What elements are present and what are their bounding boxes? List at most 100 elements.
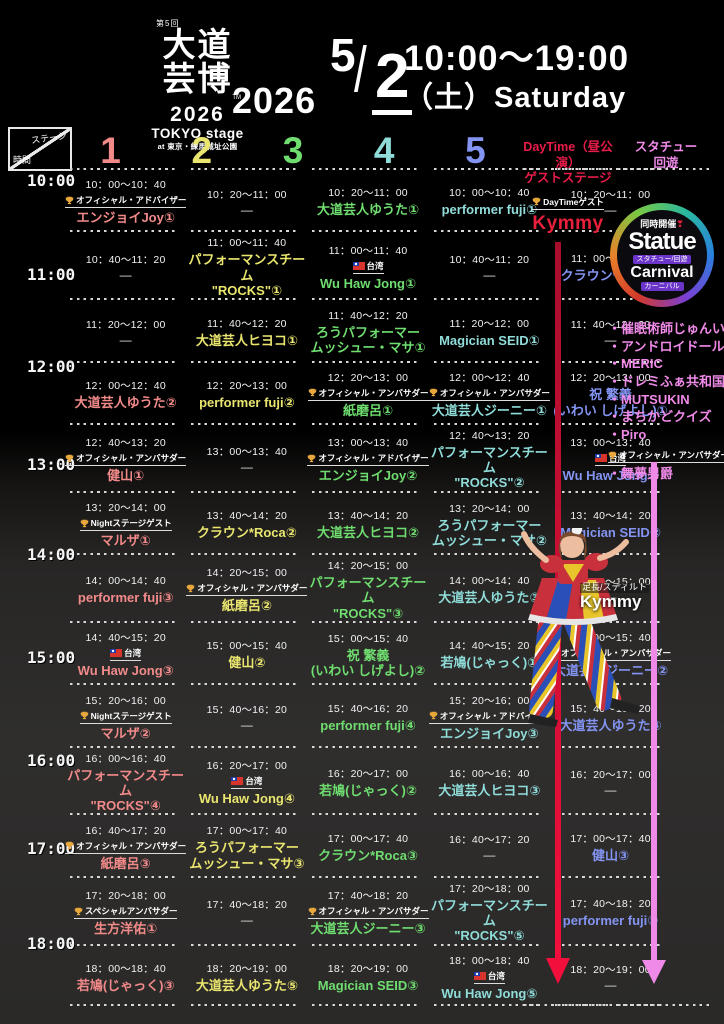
statue-performer: ・催眠術師じゅんいち	[608, 321, 724, 336]
performer-name: 紙磨呂①	[343, 402, 394, 418]
kymmy-name: Kymmy	[580, 591, 642, 611]
badge-label: オフィシャル・アンバサダー	[197, 583, 308, 594]
performer-name: performer fuji②	[199, 394, 295, 410]
stage-header-1: 1	[100, 130, 121, 171]
schedule-cell: 16：20～17：00 若鳩(じゃっく)②	[307, 745, 428, 814]
performer-badge-taiwan: 台湾	[231, 775, 263, 789]
stage-headers: 1 2 3 4 5	[65, 132, 521, 169]
empty-slot-dash: —	[604, 332, 617, 347]
performer-badge-taiwan: 台湾	[595, 452, 627, 467]
slot-time: 13：00～13：40	[206, 446, 288, 459]
performer-name: 大道芸人ゆうた③	[438, 590, 541, 606]
slot-time: 16：40～17：20	[449, 834, 530, 847]
performer-name: 紙磨呂②	[221, 598, 272, 614]
statue-performer: ・舞夢男爵	[608, 465, 674, 481]
empty-slot-dash: —	[604, 978, 617, 993]
schedule-cell: 13：40～14：20 Magician SEID②	[550, 490, 671, 553]
performer-name: 大道芸人ゆうた①	[317, 202, 420, 218]
performer-name: 生方洋佑①	[94, 921, 158, 937]
schedule-cell: 15：20～16：00 Nightステージゲスト マルザ②	[65, 683, 186, 745]
trophy-icon	[608, 451, 617, 460]
performer-name: エンジョイJoy③	[440, 725, 539, 741]
trophy-icon	[532, 197, 541, 206]
axis-corner-box: ステージ 時間	[8, 127, 72, 171]
badge-label: オフィシャル・アドバイザー	[439, 710, 551, 721]
taiwan-flag-icon	[110, 649, 123, 658]
statue-performer: ・MERIC	[608, 356, 663, 372]
stage-header-3: 3	[282, 130, 304, 171]
performer-name: Magician SEID①	[439, 332, 540, 348]
slot-time: 11：40～12：20	[207, 317, 287, 330]
slot-time: 13：00～13：40	[327, 437, 409, 450]
statue-logo-top: 同時開催❣	[640, 218, 684, 229]
schedule-cell: 18：00～18：40 若鳩(じゃっく)③	[65, 943, 186, 1007]
performer-name: Wu Haw Jong②	[562, 468, 659, 484]
performer-name: Wu Haw Jong①	[320, 275, 417, 291]
trophy-icon	[308, 388, 317, 397]
performer-name: Wu Haw Jong⑤	[441, 986, 538, 1002]
schedule-cell: 10：20～11：00 大道芸人ゆうた①	[307, 168, 428, 230]
kymmy-photo-caption: 足長/スティルト Kymmy	[580, 582, 649, 612]
schedule-cell: 17：00～17：40 健山③	[550, 813, 671, 875]
schedule-cell: 10：20～11：00—	[550, 168, 671, 230]
trophy-icon	[307, 454, 316, 463]
slot-time: 15：00～15：40	[327, 632, 409, 645]
empty-slot-dash: —	[604, 782, 617, 797]
schedule-cell: 13：00～13：40 台湾 Wu Haw Jong②	[550, 422, 671, 491]
performer-name: performer fuji①	[441, 202, 538, 218]
performer-name: パフォーマンスチーム "ROCKS"⑤	[430, 897, 548, 944]
slot-time: 17：20～18：00	[85, 890, 166, 903]
performer-badge-special: スペシャルアンバサダー	[73, 905, 178, 920]
performer-name: 健山③	[592, 847, 630, 863]
slot-time: 14：20～15：00	[327, 560, 409, 572]
statue-logo-sub1: スタチュー/回遊	[632, 254, 692, 264]
slot-time: 12：40～13：20	[85, 437, 166, 450]
statue-performer: ・まちかどクイズ	[608, 409, 712, 425]
daytime-column-header: DayTime（昼公演） ゲストステージ	[523, 140, 613, 186]
slot-time: 10：20～11：00	[207, 188, 287, 201]
badge-label: 台湾	[366, 260, 384, 271]
performer-name: 大道芸人ヒヨコ②	[317, 525, 420, 541]
festival-title: 大道 芸博	[162, 26, 233, 97]
performer-name: クラウン*Roca②	[196, 525, 297, 541]
slot-time: 15：20～16：00	[449, 694, 530, 707]
performer-name: クラウン*Roca③	[318, 847, 418, 863]
performer-name: Wu Haw Jong④	[198, 790, 295, 806]
performer-badge-ambassador: オフィシャル・アンバサダー	[307, 905, 429, 920]
festival-logo: 第5回 大道 芸博 TM 2026 TOKYO stage at 東京・練馬城址…	[150, 20, 245, 150]
badge-label: オフィシャル・アドバイザー	[318, 453, 429, 464]
slot-time: 12：40～13：20	[449, 429, 530, 442]
slot-time: 14：40～15：20	[449, 640, 530, 653]
performer-name: 大道芸人ジーニー③	[310, 921, 426, 937]
schedule-cell: 14：00～14：40 performer fuji③	[65, 553, 186, 621]
slot-time: 17：00～17：40	[206, 825, 288, 838]
statue-performer: ・アンドロイドールYuE	[608, 338, 724, 354]
divider	[618, 168, 712, 170]
performer-name: エンジョイJoy②	[318, 468, 418, 484]
schedule-cell: 10：20～11：00—	[186, 168, 307, 230]
statue-carnival-logo: 同時開催❣ Statue スタチュー/回遊 Carnival カーニバル	[610, 203, 714, 307]
schedule-cell: 17：00～17：40 ろうパフォーマー ムッシュー・マサ③	[186, 813, 307, 875]
slot-time: 10：40～11：20	[449, 253, 530, 266]
statue-performer: ・MUTSUKIN	[608, 391, 690, 407]
schedule-cell: 15：00～15：40 祝 繁義 (いわい しげよし)②	[307, 620, 428, 683]
performer-name: パフォーマンスチーム "ROCKS"①	[188, 252, 306, 298]
badge-label: オフィシャル・アンバサダー	[619, 450, 724, 461]
badge-label: オフィシャル・アンバサダー	[561, 648, 672, 659]
schedule-cell: 12：20～13：00 祝 繁義 (いわい しげよし)①	[550, 360, 671, 423]
schedule-cell: 17：40～18：20 performer fuji⑤	[550, 875, 671, 944]
schedule-cell: 13：00～13：40 オフィシャル・アドバイザーエンジョイJoy②	[307, 422, 429, 491]
slot-time: 16：40～17：20	[85, 824, 166, 837]
schedule-cell: 16：20～17：00—	[550, 745, 671, 814]
performer-name: 若鳩(じゃっく)②	[319, 782, 417, 798]
stage-header-4: 4	[373, 130, 395, 171]
slot-time: 14：20～15：00	[206, 567, 288, 580]
daytime-performer-name: Kymmy	[532, 213, 604, 234]
statue-performer: ・ドレミふぁ共和国	[608, 374, 724, 390]
slot-time: 15：40～16：20	[206, 703, 288, 716]
axis-stage-label: ステージ	[30, 130, 68, 146]
performer-name: 大道芸人ヒヨコ③	[438, 782, 541, 798]
schedule-cell: 13：20～14：00 Nightステージゲスト マルザ①	[65, 490, 186, 553]
statue-badge-row: オフィシャル・アンバサダー	[608, 447, 724, 465]
